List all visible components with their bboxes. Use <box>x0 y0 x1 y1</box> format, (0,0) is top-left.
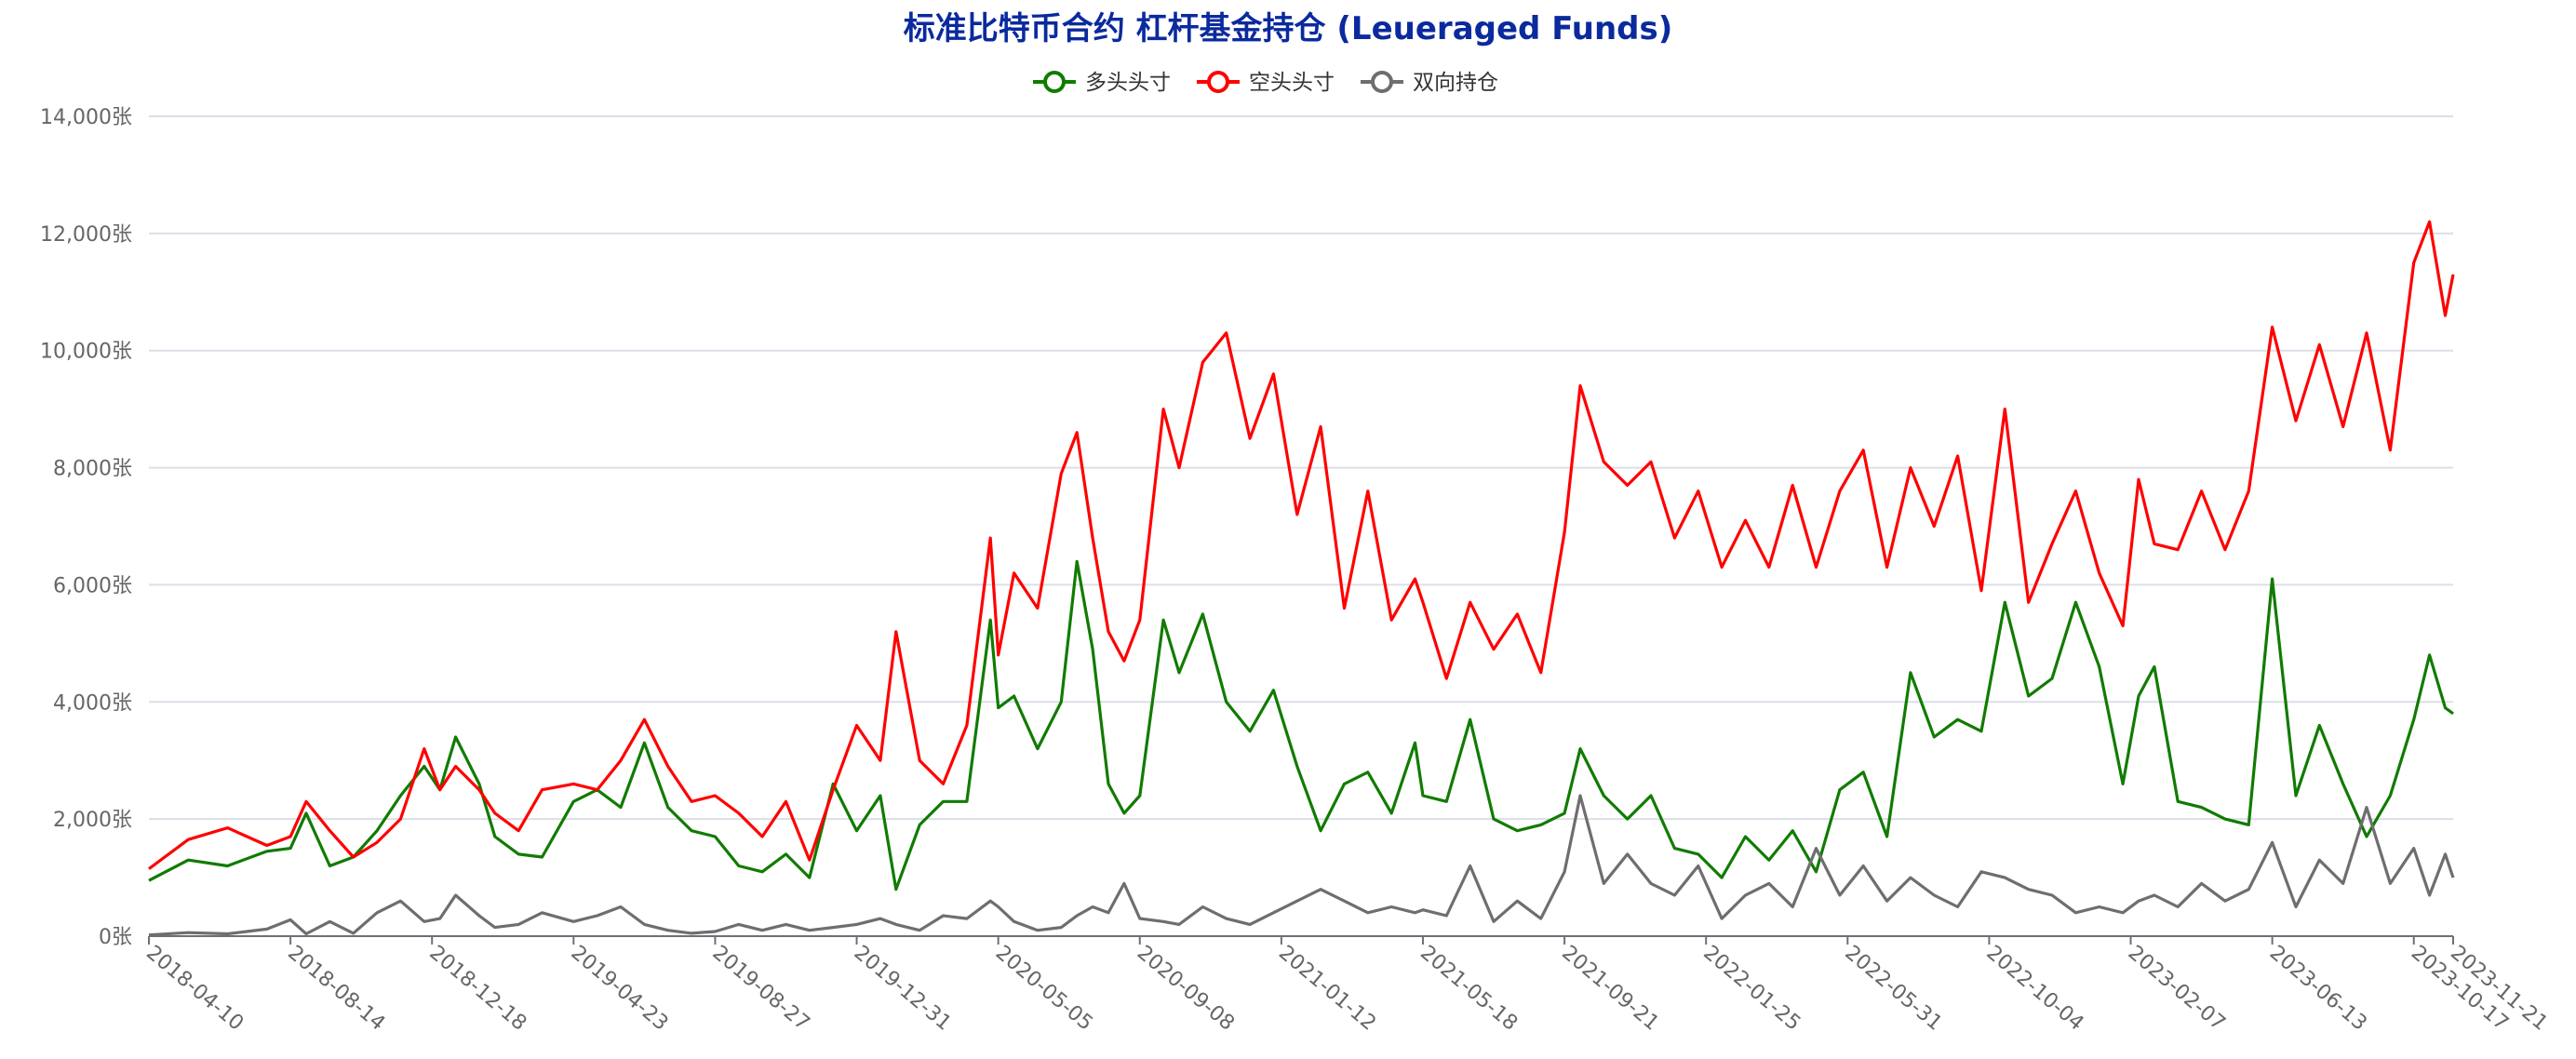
x-tick-label: 2022-05-31 <box>1840 941 1946 1035</box>
legend-label: 多头头寸 <box>1085 71 1171 95</box>
x-tick-label: 2022-10-04 <box>1982 941 2088 1035</box>
legend-label: 双向持仓 <box>1413 71 1498 95</box>
legend[interactable]: 多头头寸 空头头寸 双向持仓 <box>1033 71 1498 95</box>
legend-item-2[interactable]: 空头头寸 <box>1197 71 1335 95</box>
legend-item-1[interactable]: 多头头寸 <box>1033 71 1171 95</box>
legend-item-3[interactable]: 双向持仓 <box>1361 71 1498 95</box>
legend-swatch-marker <box>1207 71 1229 93</box>
x-tick-label: 2022-01-25 <box>1698 941 1805 1035</box>
y-tick-label: 0张 <box>99 926 132 949</box>
x-tick-label: 2021-01-12 <box>1274 941 1380 1035</box>
x-tick-label: 2023-06-13 <box>2265 941 2371 1035</box>
y-tick-label: 10,000张 <box>40 341 132 364</box>
x-tick-label: 2019-08-27 <box>708 941 814 1035</box>
y-tick-label: 8,000张 <box>53 458 132 481</box>
legend-swatch-marker <box>1371 71 1393 93</box>
y-tick-label: 4,000张 <box>53 691 132 715</box>
y-tick-label: 6,000张 <box>53 574 132 597</box>
legend-label: 空头头寸 <box>1249 71 1335 95</box>
x-tick-label: 2021-09-21 <box>1557 941 1663 1035</box>
x-tick-label: 2023-02-07 <box>2124 941 2230 1035</box>
x-tick-label: 2018-04-10 <box>141 941 248 1035</box>
chart-title: 标准比特币合约 杠杆基金持仓 (Leueraged Funds) <box>904 10 1673 47</box>
x-tick-label: 2020-09-08 <box>1133 941 1239 1035</box>
y-tick-label: 2,000张 <box>53 809 132 832</box>
series-line-1 <box>148 559 2454 891</box>
x-tick-label: 2021-05-18 <box>1415 941 1522 1035</box>
legend-swatch-marker <box>1043 71 1066 93</box>
grid-lines <box>149 115 2453 821</box>
x-axis: 2018-04-10 2018-08-14 2018-12-18 2019-04-23… <box>141 935 2552 1036</box>
y-tick-label: 12,000张 <box>40 223 132 247</box>
series-line-2 <box>148 220 2455 870</box>
x-tick-label: 2019-04-23 <box>566 941 672 1035</box>
x-tick-label: 2018-12-18 <box>424 941 530 1035</box>
series-group <box>148 220 2455 937</box>
series-line-3 <box>148 794 2455 937</box>
x-tick-label: 2019-12-31 <box>850 941 956 1035</box>
x-tick-label: 2018-08-14 <box>283 941 389 1035</box>
y-axis: 0张 2,000张 4,000张 6,000张 8,000张 10,000张 12,000张… <box>40 106 132 949</box>
x-tick-label: 2020-05-05 <box>991 941 1097 1035</box>
y-tick-label: 14,000张 <box>40 106 132 129</box>
